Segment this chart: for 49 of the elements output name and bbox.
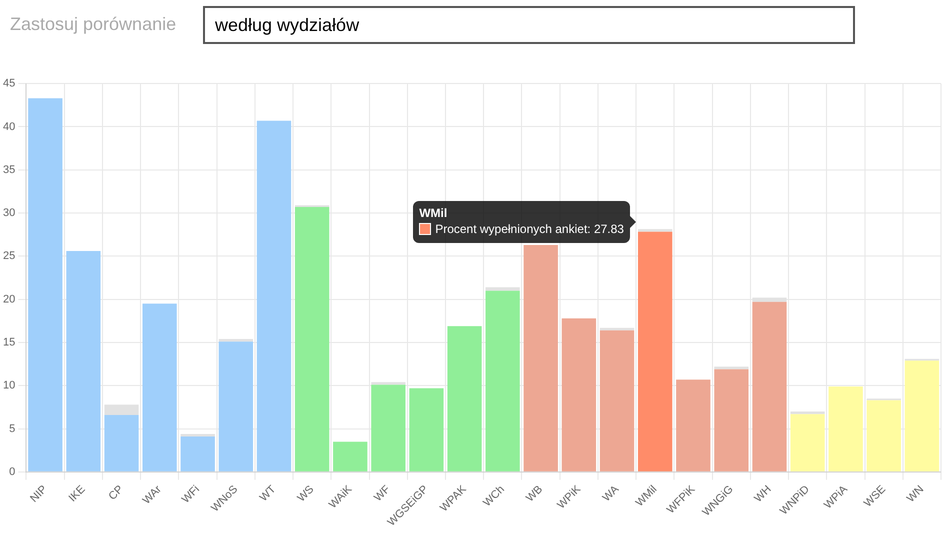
bar	[256, 120, 292, 472]
text-field: według wydziałów	[203, 6, 855, 44]
x-tick-label: NIP	[28, 483, 50, 505]
x-tick-label: WFi	[180, 483, 202, 506]
bar	[486, 290, 520, 472]
bar	[218, 342, 254, 472]
bar	[66, 251, 101, 472]
bar	[752, 302, 787, 472]
y-tick-label: 15	[2, 336, 16, 349]
bar	[600, 330, 634, 472]
y-tick-label: 45	[2, 78, 16, 90]
bar	[28, 98, 62, 472]
x-tick-label: CP	[106, 483, 126, 503]
bar	[294, 207, 330, 472]
bar	[866, 400, 901, 472]
bar	[714, 369, 749, 472]
annotation: Procent wypełnionych ankiet: 27.83	[435, 220, 624, 237]
bar	[828, 386, 863, 472]
bar	[790, 414, 825, 472]
bar	[142, 304, 177, 472]
x-tick-label: WT	[258, 483, 278, 504]
y-tick-label: 10	[2, 380, 16, 392]
bar	[371, 384, 406, 472]
bar	[333, 442, 368, 472]
x-tick-label: WB	[524, 483, 546, 504]
x-tick-label: WAr	[140, 483, 164, 507]
bar	[904, 360, 940, 472]
x-tick-label: WF	[372, 483, 393, 504]
bar	[447, 326, 482, 472]
x-tick-label: IKE	[66, 483, 88, 504]
x-tick-label: WA	[600, 482, 622, 504]
y-tick-label: 20	[2, 293, 16, 306]
x-tick-label: WN	[904, 483, 926, 505]
y-tick-label: 40	[2, 120, 16, 133]
y-tick-label: 5	[9, 422, 16, 435]
x-tick-label: WH	[752, 483, 774, 505]
bar	[180, 436, 215, 472]
y-tick-label: 25	[2, 250, 16, 262]
bar	[676, 380, 710, 472]
bar	[409, 388, 444, 472]
bar	[562, 318, 596, 472]
y-tick-label: 0	[9, 466, 16, 478]
bar	[524, 244, 558, 472]
y-tick-label: 35	[2, 164, 16, 176]
text: Zastosuj porównanie	[10, 14, 176, 35]
x-tick-label: WS	[295, 483, 316, 504]
y-tick-label: 30	[2, 207, 16, 220]
bar	[638, 232, 672, 472]
bar	[104, 414, 139, 472]
